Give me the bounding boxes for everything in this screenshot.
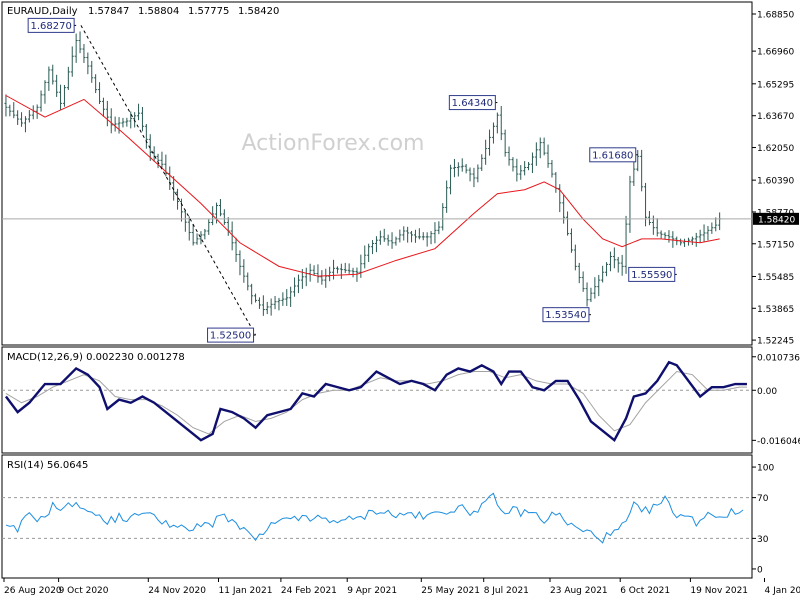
price-y-tick-label: 1.65295 xyxy=(757,80,794,90)
price-y-tick-label: 1.62050 xyxy=(757,144,794,154)
annotation-label: 1.52500 xyxy=(210,331,251,342)
x-tick-label: 6 Oct 2021 xyxy=(620,586,670,596)
price-y-tick-label: 1.66960 xyxy=(757,48,794,58)
open-value: 1.57847 xyxy=(88,6,129,17)
price-y-tick-label: 1.52245 xyxy=(757,337,794,347)
rsi-y-tick-label: 100 xyxy=(757,464,774,474)
current-price-label: 1.58420 xyxy=(758,215,795,225)
macd-title: MACD(12,26,9) 0.002230 0.001278 xyxy=(7,352,185,363)
x-tick-label: 25 May 2021 xyxy=(421,586,480,596)
x-tick-label: 8 Jul 2021 xyxy=(484,586,529,596)
annotation-label: 1.55590 xyxy=(631,270,672,281)
price-annotation: 1.55590 xyxy=(629,267,677,281)
x-tick-label: 9 Apr 2021 xyxy=(347,586,397,596)
annotation-label: 1.68270 xyxy=(30,21,71,32)
price-y-tick-label: 1.55485 xyxy=(757,273,794,283)
price-y-tick-label: 1.60390 xyxy=(757,177,794,187)
annotation-label: 1.64340 xyxy=(452,98,493,109)
symbol-label: EURAUD,Daily xyxy=(7,6,78,17)
price-annotation: 1.61680 xyxy=(590,148,638,162)
price-annotation: 1.68270 xyxy=(28,18,76,32)
price-y-tick-label: 1.53865 xyxy=(757,305,794,315)
annotation-label: 1.61680 xyxy=(592,150,633,161)
x-tick-label: 23 Aug 2021 xyxy=(550,586,608,596)
price-y-tick-label: 1.57150 xyxy=(757,240,794,250)
x-tick-label: 4 Jan 2022 xyxy=(765,586,800,596)
price-annotation: 1.64340 xyxy=(449,96,497,110)
price-annotation: 1.52500 xyxy=(208,328,256,342)
x-tick-label: 11 Jan 2021 xyxy=(219,586,273,596)
x-tick-label: 24 Feb 2021 xyxy=(281,586,337,596)
rsi-y-tick-label: 70 xyxy=(757,494,769,504)
x-tick-label: 9 Oct 2020 xyxy=(59,586,109,596)
x-tick-label: 19 Nov 2021 xyxy=(690,586,748,596)
rsi-y-tick-label: 30 xyxy=(757,535,769,545)
low-value: 1.57775 xyxy=(188,6,229,17)
annotation-label: 1.53540 xyxy=(545,310,586,321)
price-annotation: 1.53540 xyxy=(543,308,591,322)
watermark: ActionForex.com xyxy=(242,131,425,156)
price-header: EURAUD,Daily 1.57847 1.58804 1.57775 1.5… xyxy=(7,6,279,17)
rsi-title: RSI(14) 56.0645 xyxy=(7,460,88,471)
rsi-y-tick-label: 0 xyxy=(757,565,763,575)
macd-y-tick-label: 0.00 xyxy=(757,387,777,397)
price-y-tick-label: 1.68850 xyxy=(757,11,794,21)
high-value: 1.58804 xyxy=(138,6,179,17)
x-tick-label: 26 Aug 2020 xyxy=(4,586,62,596)
price-y-tick-label: 1.63670 xyxy=(757,112,794,122)
close-value: 1.58420 xyxy=(238,6,279,17)
macd-y-tick-label: -0.016046 xyxy=(757,437,800,447)
macd-y-tick-label: 0.010736 xyxy=(757,353,800,363)
x-tick-label: 24 Nov 2020 xyxy=(148,586,206,596)
